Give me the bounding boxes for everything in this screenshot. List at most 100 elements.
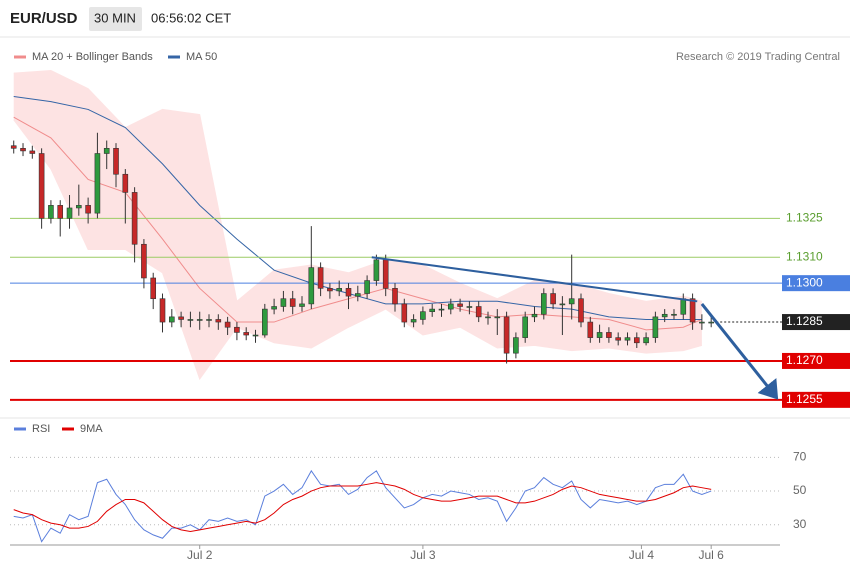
level-box	[782, 352, 850, 369]
candle-body	[578, 298, 584, 323]
candle-body	[392, 288, 398, 305]
candle-body	[271, 306, 277, 310]
candle-body	[485, 316, 491, 319]
candle-body	[550, 293, 556, 305]
candle-body	[615, 337, 621, 341]
candle-body	[568, 298, 575, 305]
y-tick-label: 30	[793, 517, 807, 531]
candle-body	[401, 303, 408, 323]
y-tick-label: 50	[793, 483, 807, 497]
candle-body	[373, 259, 380, 281]
x-tick-label: Jul 3	[410, 548, 436, 562]
candle-body	[159, 298, 166, 323]
candle-body	[438, 308, 445, 311]
candle-body	[531, 313, 538, 318]
candle-body	[587, 321, 594, 338]
band-lower	[13, 119, 703, 381]
candle-body	[540, 293, 547, 315]
candle-body	[671, 313, 677, 316]
candle-body	[643, 337, 649, 344]
credit: Research © 2019 Trading Central	[676, 51, 840, 63]
candle-body	[355, 293, 361, 297]
candle-body	[364, 280, 370, 294]
candle-body	[475, 306, 482, 318]
timeframe: 30 MIN	[94, 10, 136, 25]
indicator-line	[13, 482, 712, 533]
candle-body	[494, 316, 501, 319]
bollinger-band	[13, 70, 702, 380]
candle-body	[559, 303, 566, 306]
candle-body	[10, 145, 17, 149]
candle-body	[150, 277, 157, 300]
level-box	[782, 314, 850, 331]
candle-body	[262, 308, 268, 336]
candle-body	[410, 319, 417, 323]
candle-body	[317, 267, 324, 289]
candle-body	[689, 298, 696, 323]
candle-body	[38, 153, 45, 219]
candle-body	[327, 288, 333, 292]
candle-body	[196, 319, 203, 321]
level-label: 1.1255	[786, 392, 823, 406]
forecast-arrow	[700, 302, 779, 400]
candle-body	[103, 148, 110, 154]
candle-body	[76, 205, 82, 209]
level-box	[782, 275, 850, 292]
candle-body	[429, 308, 435, 312]
candle-body	[224, 321, 231, 328]
candle-body	[633, 337, 640, 344]
legend-label: 9MA	[80, 423, 103, 435]
level-label: 1.1310	[786, 249, 823, 263]
candle-body	[252, 334, 259, 337]
candle-body	[652, 316, 659, 338]
candle-body	[457, 303, 463, 307]
candle-body	[420, 311, 426, 320]
candle-body	[187, 319, 194, 321]
legend-label: MA 20 + Bollinger Bands	[32, 51, 153, 63]
candle-body	[141, 243, 147, 279]
y-tick-label: 70	[793, 450, 807, 464]
candle-body	[29, 150, 36, 154]
candle-body	[503, 316, 510, 354]
candle-body	[289, 298, 296, 307]
clock: 06:56:02 CET	[151, 10, 231, 25]
indicator-line	[13, 469, 712, 543]
candle-body	[94, 153, 101, 214]
candle-body	[178, 316, 184, 320]
candle-body	[708, 321, 714, 324]
candle-body	[57, 205, 64, 219]
candle-body	[447, 303, 454, 310]
level-box	[782, 391, 850, 408]
trend-line	[371, 256, 698, 303]
candle-body	[234, 326, 240, 333]
candle-body	[336, 288, 343, 292]
candle-body	[606, 332, 612, 338]
candle-body	[522, 316, 528, 338]
level-label: 1.1270	[786, 353, 823, 367]
candle-body	[169, 316, 175, 323]
candle-body	[699, 321, 705, 324]
level-label: 1.1285	[786, 314, 823, 328]
candle-body	[308, 267, 315, 305]
candle-body	[382, 259, 389, 289]
candle-body	[85, 205, 91, 214]
candle-body	[131, 192, 138, 245]
legend-label: MA 50	[186, 51, 217, 63]
symbol: EUR/USD	[10, 10, 78, 27]
candle-body	[20, 148, 26, 152]
candle-body	[596, 332, 603, 338]
candle-body	[299, 303, 305, 307]
candle-body	[466, 306, 473, 308]
candle-body	[513, 337, 519, 354]
candle-body	[624, 337, 631, 341]
candle-body	[113, 148, 119, 175]
candle-body	[680, 298, 687, 315]
legend-label: RSI	[32, 423, 50, 435]
candle-body	[345, 288, 352, 297]
candle-body	[122, 173, 129, 193]
band-upper	[13, 70, 703, 303]
candle-body	[661, 313, 668, 318]
candle-body	[243, 332, 250, 336]
level-label: 1.1325	[786, 211, 823, 225]
